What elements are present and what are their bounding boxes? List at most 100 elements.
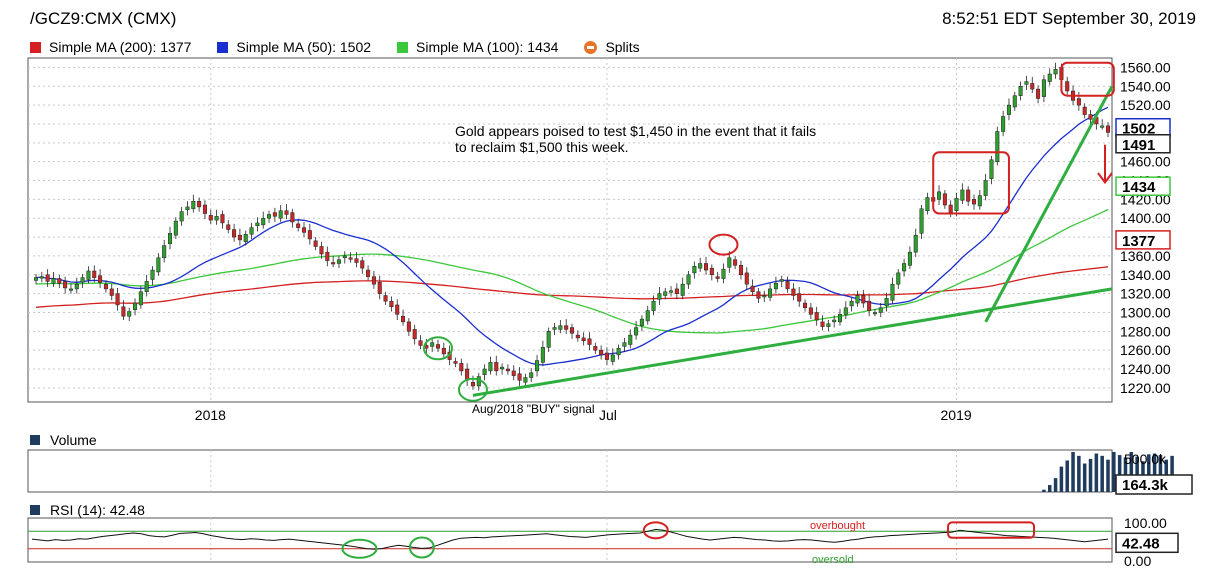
candle-body <box>826 323 831 327</box>
candle-body <box>342 255 347 259</box>
candle-body <box>907 251 912 266</box>
candle-body <box>121 306 126 317</box>
candle-body <box>1082 106 1087 115</box>
oversold-label: oversold <box>812 554 854 566</box>
ma50-swatch <box>217 41 229 53</box>
candle-body <box>785 281 790 290</box>
candle-body <box>529 372 534 378</box>
ma200-value-box <box>1115 230 1171 250</box>
volume-bar <box>1170 455 1174 492</box>
candle-body <box>808 307 813 315</box>
candle-body <box>762 295 767 298</box>
candle-body <box>721 268 726 279</box>
candle-body <box>803 302 808 309</box>
candle-body <box>896 272 901 285</box>
rsi-value-box <box>1115 532 1179 554</box>
candle-body <box>1030 83 1035 90</box>
candle-body <box>651 300 656 311</box>
candle-body <box>837 314 843 323</box>
candle-body <box>843 307 848 315</box>
volume-bar <box>1071 452 1075 492</box>
candle-body <box>500 366 505 370</box>
candle-body <box>179 211 184 222</box>
candle-body <box>622 342 627 347</box>
price-tick-label: 1560.00 <box>1120 59 1171 75</box>
candle-body <box>267 214 272 219</box>
candle-body <box>599 349 604 356</box>
candle-body <box>575 334 580 339</box>
candle-body <box>645 310 650 322</box>
candle-body <box>540 347 545 363</box>
candle-body <box>657 293 662 300</box>
candle-body <box>80 277 85 283</box>
candle-body <box>1047 73 1052 82</box>
candle-body <box>505 368 510 372</box>
candle-body <box>127 311 132 317</box>
candle-body <box>610 354 615 362</box>
candle-body <box>51 278 56 284</box>
candle-body <box>395 304 400 315</box>
candle-body <box>709 267 714 276</box>
candle-body <box>587 338 592 345</box>
candle-body <box>511 370 516 376</box>
candle-body <box>202 204 207 214</box>
candle-body <box>878 307 883 313</box>
candle-body <box>902 263 907 272</box>
legend-ma50: Simple MA (50): 1502 <box>217 39 371 55</box>
candle-body <box>354 258 359 263</box>
candle-body <box>220 214 225 224</box>
ma100-value-label: 1434 <box>1122 179 1156 196</box>
overbought-label: overbought <box>810 520 865 532</box>
candle-body <box>261 217 266 226</box>
ma100-swatch <box>397 41 409 53</box>
candle-body <box>1076 98 1081 106</box>
candle-body <box>156 257 161 273</box>
candle-body <box>331 262 336 265</box>
candle-body <box>942 193 947 206</box>
candle-body <box>383 295 388 302</box>
price-tick-label: 1520.00 <box>1120 97 1171 113</box>
candle-body <box>966 189 971 202</box>
candle-body <box>371 276 376 285</box>
candle-body <box>197 201 202 208</box>
candle-body <box>552 327 557 330</box>
candle-body <box>756 291 761 299</box>
candle-body <box>272 212 277 217</box>
volume-bar <box>1112 452 1116 492</box>
price-tick-label: 1300.00 <box>1120 304 1171 320</box>
candle-body <box>377 282 382 294</box>
candle-body <box>232 229 237 238</box>
ma200-swatch <box>30 41 41 53</box>
candle-body <box>290 212 295 223</box>
volume-bar <box>1082 463 1087 492</box>
candle-body <box>535 360 540 372</box>
candle-body <box>1105 125 1111 133</box>
candle-body <box>1036 88 1041 99</box>
candle-body <box>45 274 50 282</box>
price-tick-label: 1240.00 <box>1120 361 1171 377</box>
candle-body <box>325 251 330 261</box>
volume-bar <box>1088 458 1093 492</box>
volume-bar <box>1129 452 1134 492</box>
candle-body <box>255 222 260 227</box>
candle-body <box>861 295 866 304</box>
volume-square-icon <box>30 435 40 445</box>
consolidation-box <box>932 151 1010 215</box>
candle-body <box>430 342 435 347</box>
candle-body <box>1018 86 1023 96</box>
candle-body <box>616 348 621 356</box>
price-value-label: 1491 <box>1122 137 1155 154</box>
price-tick-label: 1220.00 <box>1120 380 1171 396</box>
volume-bar <box>1065 460 1069 492</box>
candle-body <box>744 272 749 285</box>
candle-body <box>1041 79 1046 97</box>
splits-icon <box>584 40 598 54</box>
candle-body <box>459 363 464 372</box>
oversold-circle <box>423 336 453 361</box>
volume-bar <box>1059 466 1064 492</box>
candle-body <box>162 245 167 259</box>
candle-body <box>150 269 155 280</box>
candle-body <box>919 208 924 234</box>
candle-body <box>103 283 108 290</box>
price-tick-label: 1340.00 <box>1120 267 1171 283</box>
